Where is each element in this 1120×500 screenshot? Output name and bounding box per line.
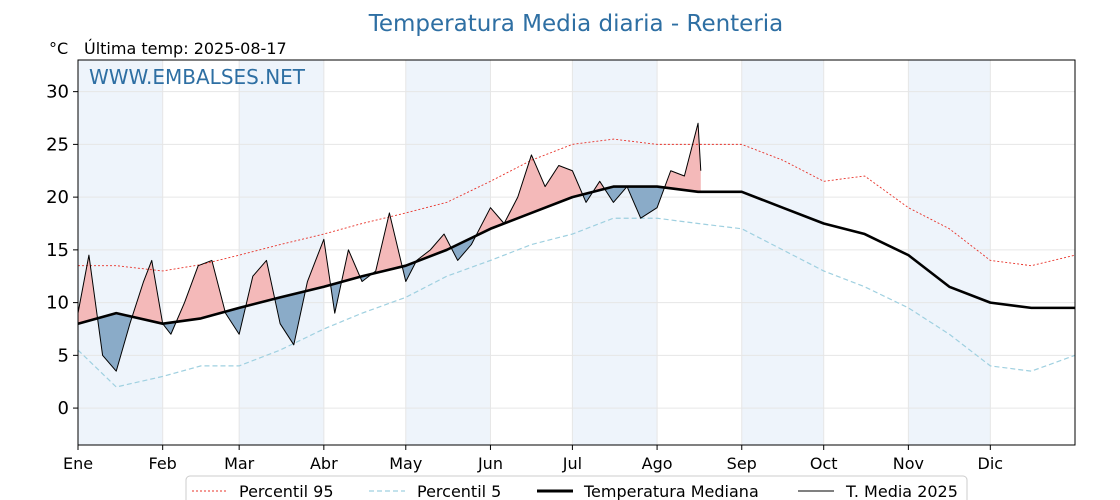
x-tick-label: May [389,454,422,473]
x-axis-ticks: Ene Feb Mar Abr May Jun Jul Ago Sep Oct Nov Dic [63,445,1003,473]
y-tick-label: 10 [46,293,69,314]
month-band [405,60,491,445]
x-tick-label: Jun [477,454,503,473]
month-band [741,60,824,445]
x-tick-label: Feb [149,454,177,473]
x-tick-label: Dic [978,454,1004,473]
legend-label-p5: Percentil 5 [417,482,501,500]
below-median-fill [224,306,246,335]
above-median-fill [371,212,402,275]
below-median-fill [162,321,176,335]
below-median-fill [627,186,664,219]
series-line-p5 [77,217,1076,388]
month-band [908,60,991,445]
legend-box [185,475,968,500]
above-median-fill [415,234,451,264]
x-tick-label: Mar [224,454,255,473]
above-median-fill [340,249,361,285]
above-median-fill [245,260,275,309]
above-median-fill [304,239,330,295]
x-tick-label: Oct [810,454,838,473]
y-tick-label: 5 [58,345,69,366]
below-median-fill [274,291,305,345]
chart-title: Temperatura Media diaria - Renteria [368,11,784,37]
below-median-fill [97,313,132,372]
legend-label-p95: Percentil 95 [239,482,334,500]
chart-subtitle: Última temp: 2025-08-17 [84,39,287,58]
x-tick-label: Sep [727,454,757,473]
below-median-fill [450,236,476,261]
y-tick-label: 25 [46,134,69,155]
above-median-fill [175,260,225,324]
above-median-fill [131,260,163,324]
series-line-current [77,122,702,372]
x-tick-label: Ago [642,454,673,473]
above-median-fill [78,255,98,324]
x-tick-label: Ene [63,454,93,473]
legend-label-median: Temperatura Mediana [583,482,759,500]
y-tick-label: 0 [58,398,69,419]
x-tick-label: Nov [893,454,924,473]
x-tick-label: Jul [562,454,582,473]
above-median-fill [663,123,701,192]
anomaly-fills [78,123,701,372]
series-lines [77,122,1076,388]
y-unit-label: °C [49,39,68,58]
y-tick-label: 30 [46,82,69,103]
legend: Percentil 95 Percentil 5 Temperatura Med… [185,475,968,500]
y-axis-ticks: 0 5 10 15 20 25 30 [46,82,78,419]
plot-frame [77,59,1076,446]
series-line-median [77,185,1075,325]
month-band [78,60,163,445]
x-tick-label: Abr [310,454,338,473]
month-bands [78,60,991,445]
month-band [239,60,324,445]
legend-label-current: T. Media 2025 [845,482,958,500]
watermark: WWW.EMBALSES.NET [89,65,306,89]
y-tick-label: 20 [46,187,69,208]
month-band [572,60,658,445]
y-tick-label: 15 [46,240,69,261]
below-median-fill [329,280,341,314]
above-median-fill [475,154,583,237]
below-median-fill [604,186,627,203]
